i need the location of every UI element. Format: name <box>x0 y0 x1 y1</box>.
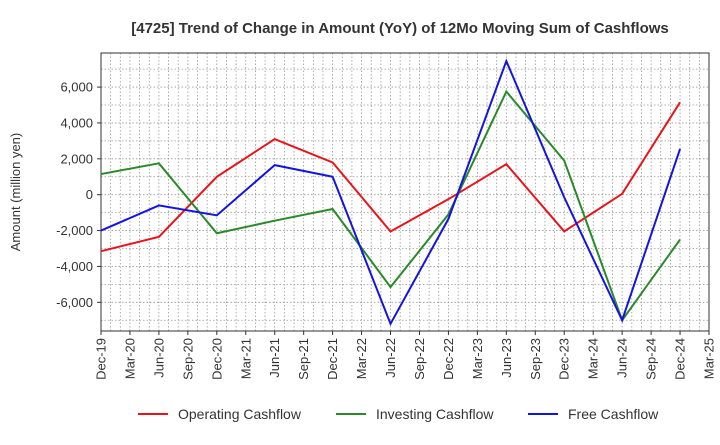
y-tick-label: 0 <box>86 187 93 202</box>
x-tick-label: Jun-22 <box>383 338 398 378</box>
plot-area <box>100 52 710 332</box>
x-tick-label: Dec-21 <box>325 338 340 380</box>
x-tick-label: Dec-20 <box>209 338 224 380</box>
x-tick-label: Sep-20 <box>180 338 195 380</box>
x-tick-label: Sep-21 <box>296 338 311 380</box>
legend-item-operating-cashflow: Operating Cashflow <box>138 406 302 422</box>
y-tick-label: -4,000 <box>56 259 93 274</box>
y-tick-label: 6,000 <box>60 80 93 95</box>
x-tick-label: Mar-25 <box>702 338 717 379</box>
legend-label: Operating Cashflow <box>178 406 302 422</box>
legend-label: Free Cashflow <box>568 406 659 422</box>
x-tick-label: Jun-21 <box>267 338 282 378</box>
plot-background <box>101 53 709 331</box>
x-tick-label: Jun-23 <box>499 338 514 378</box>
y-tick-label: -6,000 <box>56 295 93 310</box>
series-layer <box>100 58 681 327</box>
chart-title: [4725] Trend of Change in Amount (YoY) o… <box>131 20 669 37</box>
plot-frame <box>100 52 710 332</box>
series-line-investing-cashflow <box>100 89 681 323</box>
x-tick-label: Mar-21 <box>238 338 253 379</box>
x-tick-label: Dec-19 <box>94 338 109 380</box>
legend-label: Investing Cashflow <box>376 406 494 422</box>
y-axis: -6,000 -4,000 -2,000 0 2,000 4,000 6,000 <box>56 80 101 310</box>
x-tick-label: Sep-24 <box>644 338 659 380</box>
x-tick-label: Jun-20 <box>151 338 166 378</box>
x-tick-label: Sep-22 <box>412 338 427 380</box>
series-line-free-cashflow <box>100 58 681 327</box>
legend-item-free-cashflow: Free Cashflow <box>528 406 659 422</box>
x-tick-label: Jun-24 <box>615 338 630 378</box>
legend: Operating Cashflow Investing Cashflow Free… <box>138 406 659 422</box>
series-line-operating-cashflow <box>100 101 681 253</box>
x-tick-label: Mar-23 <box>470 338 485 379</box>
x-tick-label: Dec-24 <box>673 338 688 380</box>
y-axis-label: Amount (million yen) <box>8 133 23 252</box>
y-tick-label: 4,000 <box>60 115 93 130</box>
y-tick-label: 2,000 <box>60 151 93 166</box>
y-tick-label: -2,000 <box>56 223 93 238</box>
x-tick-label: Dec-23 <box>557 338 572 380</box>
legend-item-investing-cashflow: Investing Cashflow <box>336 406 494 422</box>
x-tick-label: Mar-24 <box>586 338 601 379</box>
x-tick-label: Sep-23 <box>528 338 543 380</box>
x-tick-label: Dec-22 <box>441 338 456 380</box>
x-tick-label: Mar-20 <box>122 338 137 379</box>
x-axis: Dec-19 Mar-20 Jun-20 Sep-20 Dec-20 Mar-21 Jun-… <box>94 331 717 380</box>
x-tick-label: Mar-22 <box>354 338 369 379</box>
